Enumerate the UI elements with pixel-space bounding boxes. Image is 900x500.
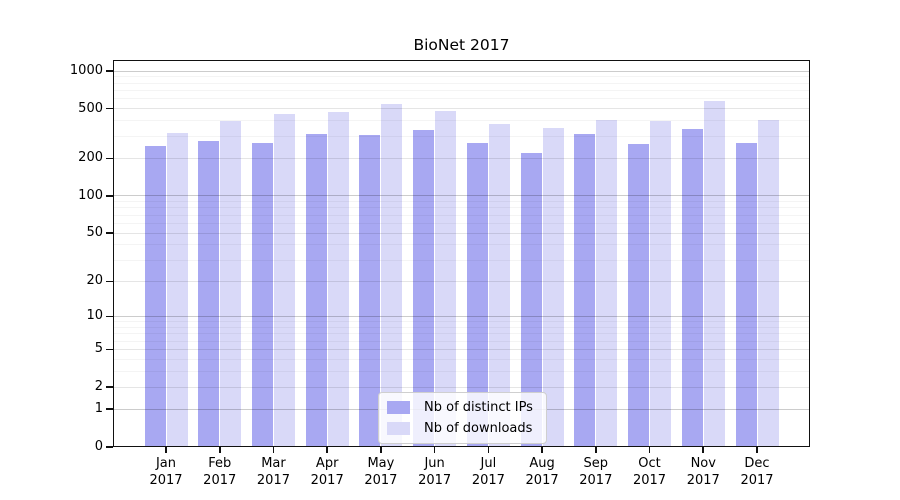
x-tick-mark [165,447,167,453]
x-tick-mark [702,447,705,453]
y-tick-label: 1000 [69,63,103,78]
y-tick-label: 500 [78,100,103,116]
bar-downloads-may [381,104,403,447]
y-tick-label: 20 [86,273,103,289]
x-tick-label: Nov 2017 [686,456,720,488]
y-tick-mark [106,107,113,110]
legend-label-downloads: Nb of downloads [424,421,533,436]
bar-downloads-jul [488,124,510,447]
y-tick-label: 200 [78,150,103,166]
x-tick-mark [541,447,543,453]
x-tick-label: Apr 2017 [310,456,344,488]
x-tick-mark [487,447,490,453]
bar-distinct-ips-jun [413,129,435,447]
y-tick-label: 2 [94,379,103,395]
y-tick-label: 0 [94,439,103,454]
bar-downloads-jun [435,111,457,447]
x-tick-mark [272,447,275,453]
chart-title: BioNet 2017 [413,36,510,54]
bar-distinct-ips-dec [735,143,757,447]
y-tick-label: 50 [86,225,103,240]
x-tick-label: Aug 2017 [525,456,559,488]
plot-area [113,60,810,447]
x-tick-label: Jan 2017 [149,456,183,488]
y-tick-mark [106,386,113,388]
x-tick-label: Feb 2017 [203,456,237,488]
y-tick-label: 10 [86,308,103,324]
bar-downloads-apr [327,112,349,447]
y-tick-mark [106,408,113,411]
x-tick-mark [380,447,382,453]
x-tick-label: May 2017 [364,456,398,488]
bar-downloads-aug [542,128,564,447]
bar-downloads-feb [220,120,242,447]
x-tick-mark [756,447,758,453]
bar-downloads-dec [757,120,779,447]
bar-distinct-ips-oct [628,144,650,447]
bar-downloads-jan [166,132,188,447]
y-tick-label: 100 [78,187,103,203]
y-tick-label: 5 [94,341,103,357]
x-tick-label: Jun 2017 [418,456,452,488]
x-tick-label: Oct 2017 [632,456,667,488]
bar-distinct-ips-may [359,134,381,447]
bar-distinct-ips-mar [251,143,273,447]
bar-distinct-ips-jan [144,146,166,447]
bar-downloads-mar [273,114,295,447]
bar-distinct-ips-jul [466,143,488,447]
legend-item-downloads: Nb of downloads [387,421,533,436]
bar-downloads-sep [596,120,618,447]
x-tick-label: Sep 2017 [579,456,613,488]
y-tick-mark [106,315,113,318]
legend-swatch-distinct-ips [387,401,410,414]
bar-downloads-nov [703,100,725,447]
x-tick-mark [326,447,328,453]
bar-distinct-ips-aug [520,153,542,447]
legend-swatch-downloads [387,422,410,435]
bar-distinct-ips-feb [198,141,220,447]
y-tick-mark [106,195,113,197]
x-tick-label: Mar 2017 [256,456,290,488]
x-tick-label: Jul 2017 [471,456,505,488]
legend-item-distinct-ips: Nb of distinct IPs [387,400,533,415]
x-tick-mark [218,447,221,453]
y-tick-label: 1 [94,401,103,417]
y-tick-mark [106,232,113,234]
bar-distinct-ips-sep [574,133,596,447]
x-tick-mark [648,447,651,453]
legend: Nb of distinct IPs Nb of downloads [378,392,547,444]
y-tick-mark [106,446,113,448]
x-tick-label: Dec 2017 [740,456,774,488]
x-tick-mark [595,447,597,453]
y-tick-mark [106,157,113,160]
bar-downloads-oct [650,121,672,447]
x-tick-mark [433,447,436,453]
legend-label-distinct-ips: Nb of distinct IPs [424,400,533,415]
y-tick-mark [106,280,113,283]
y-tick-mark [106,70,113,72]
bar-distinct-ips-nov [681,128,703,447]
bar-distinct-ips-apr [305,133,327,447]
y-tick-mark [106,348,113,351]
